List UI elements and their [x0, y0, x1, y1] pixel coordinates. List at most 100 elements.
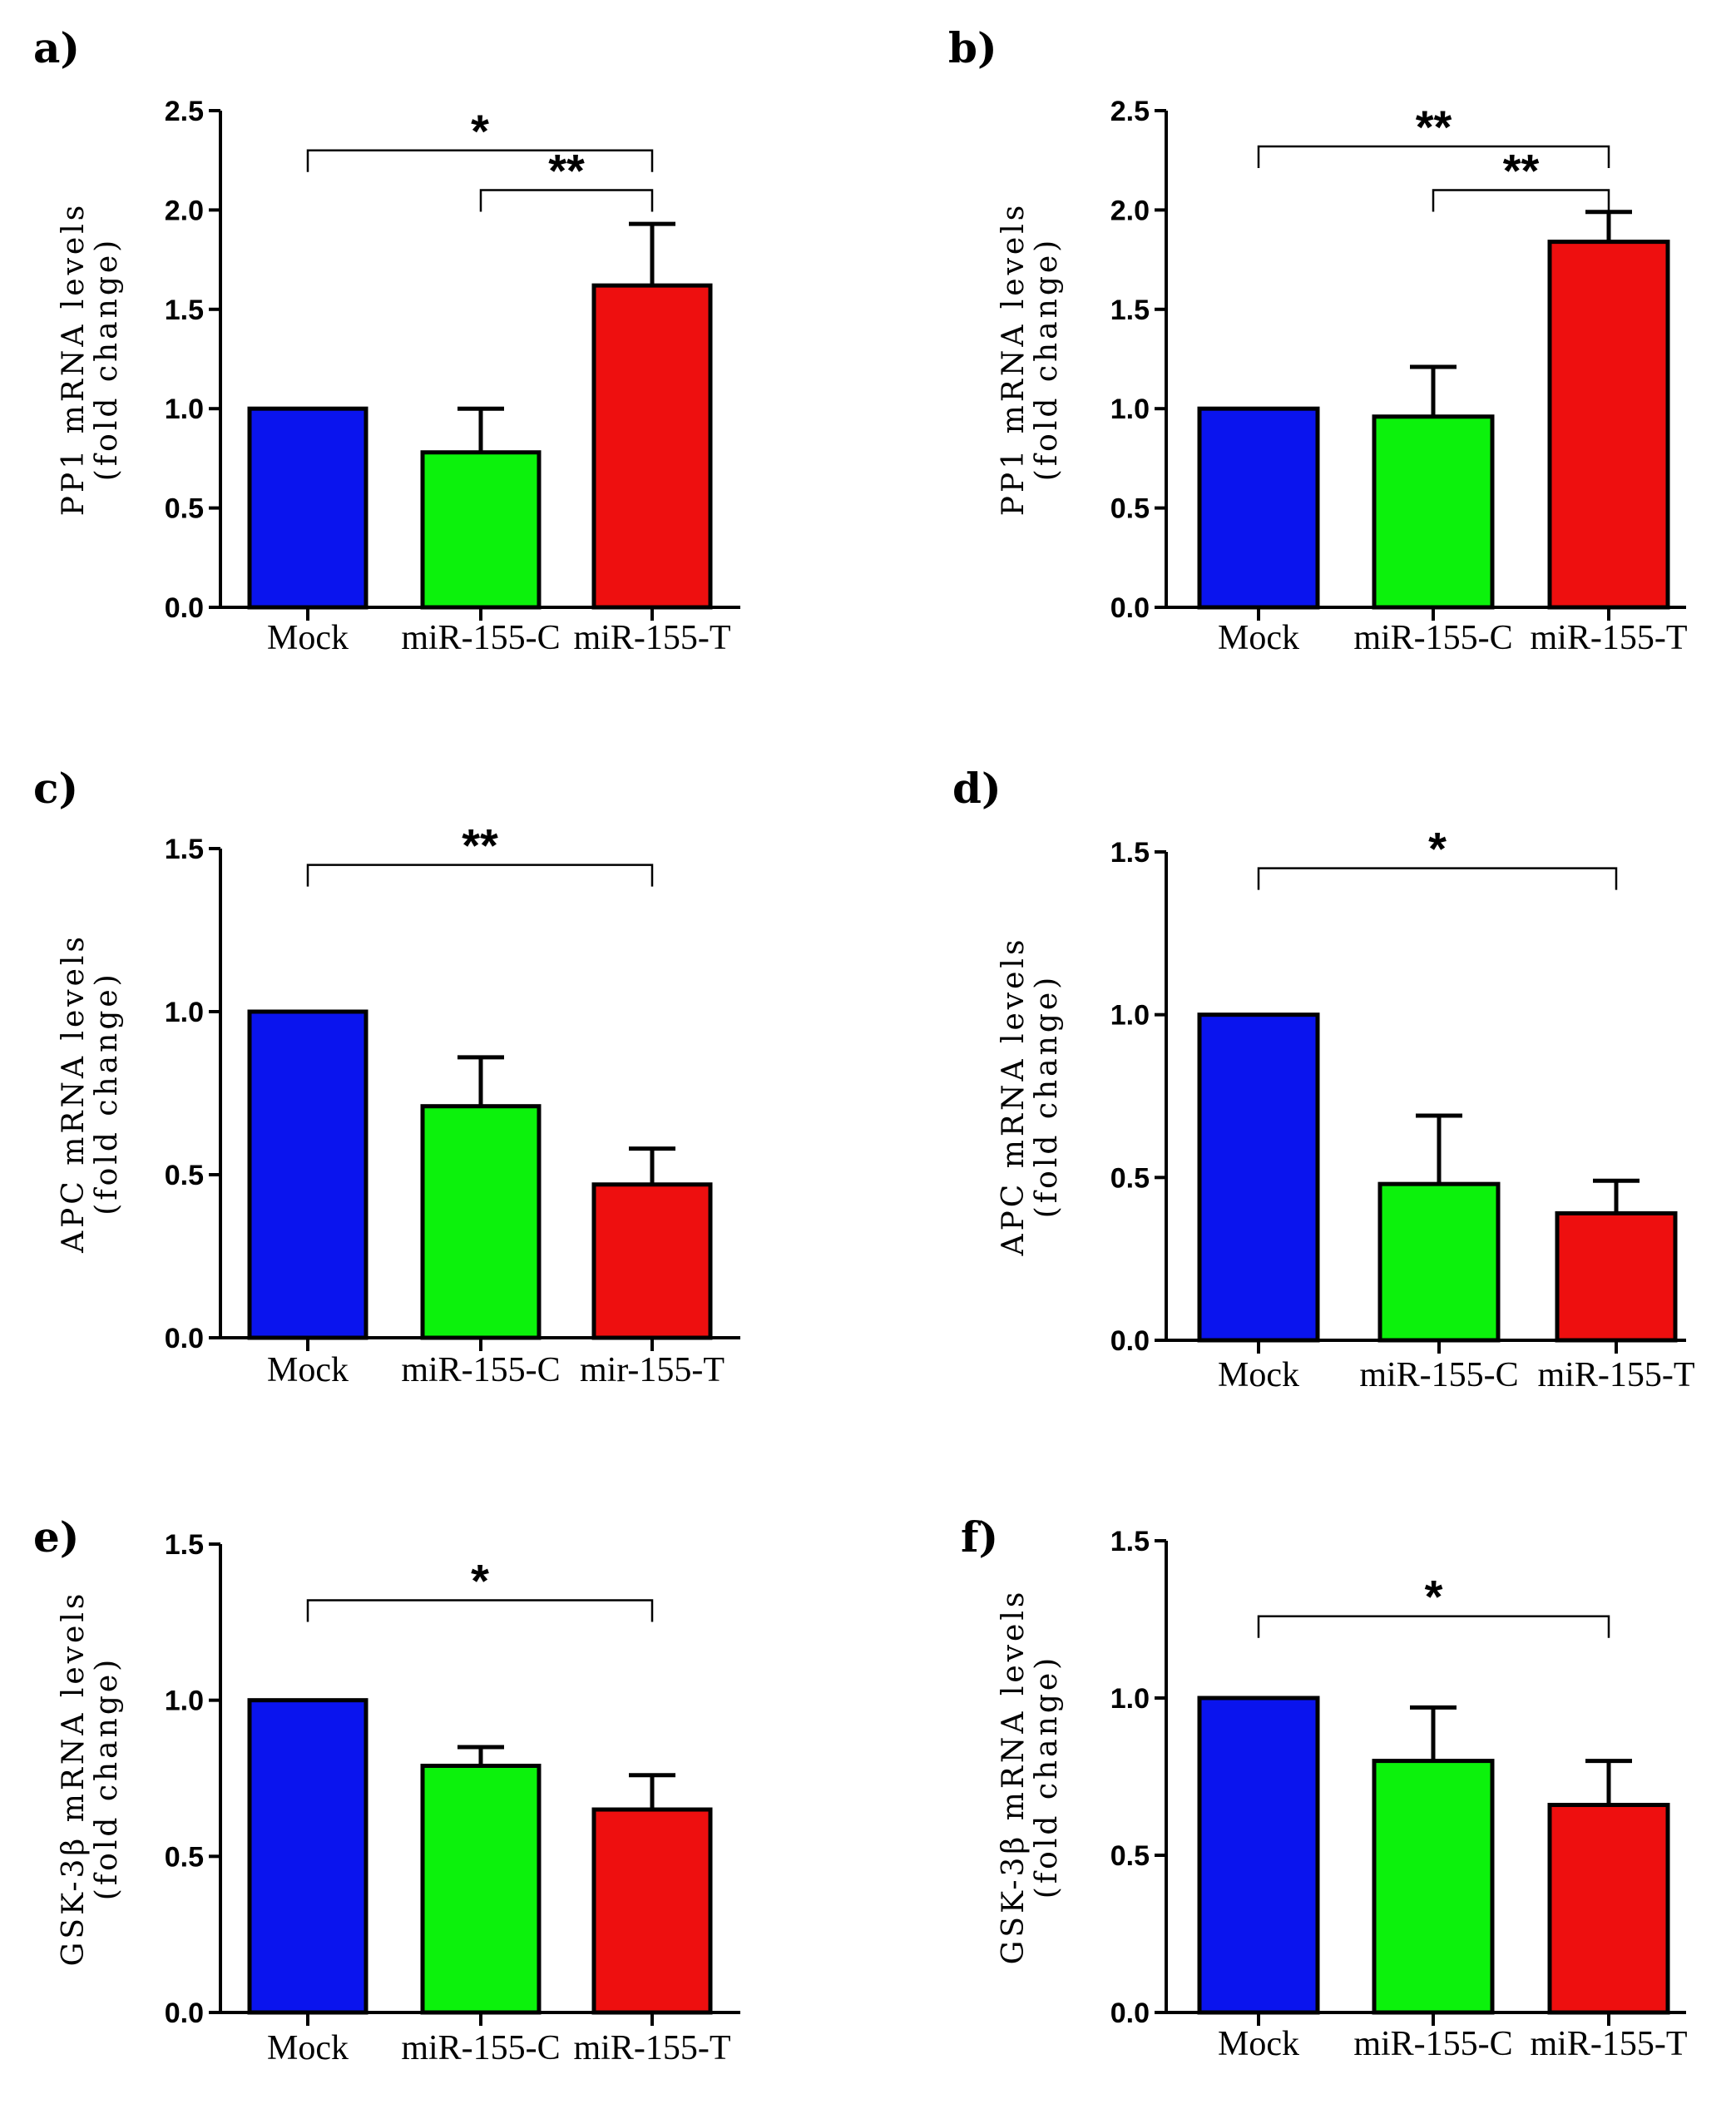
significance-bracket — [306, 1599, 654, 1622]
significance-label: ** — [462, 819, 498, 872]
bar-mir-155-c — [420, 450, 542, 610]
y-tick-label: 1.5 — [165, 834, 204, 865]
x-category-label: miR-155-C — [401, 1351, 560, 1389]
y-tick-label: 0.0 — [165, 1998, 204, 2029]
y-tick-label: 1.5 — [1110, 295, 1150, 326]
y-axis-title: PP1 mRNA levels — [997, 202, 1031, 516]
y-tick-label: 0.5 — [165, 493, 204, 525]
y-axis-title: PP1 mRNA levels — [57, 202, 91, 516]
y-tick-label: 1.5 — [165, 1529, 204, 1561]
y-tick-label: 1.0 — [1110, 1000, 1150, 1032]
bar-mir-155-t — [591, 283, 713, 610]
bar-mir-155-t — [1547, 1803, 1670, 2015]
y-tick-label: 1.0 — [165, 394, 204, 425]
y-tick-label: 1.0 — [1110, 1683, 1150, 1715]
bar-mock — [247, 1009, 368, 1340]
y-tick-label: 2.5 — [165, 96, 204, 127]
bar-mir-155-t — [591, 1182, 713, 1340]
significance-bracket — [1257, 145, 1610, 168]
significance-bracket — [306, 864, 654, 887]
significance-label: * — [1425, 1571, 1443, 1623]
y-axis-subtitle: (fold change) — [1030, 974, 1064, 1218]
x-category-label: miR-155-T — [574, 619, 731, 657]
y-axis-title: APC mRNA levels — [997, 937, 1031, 1257]
x-category-label: miR-155-T — [1531, 2025, 1688, 2063]
bar-mir-155-c — [1372, 414, 1495, 610]
chart-panel-5: e) GSK-3β mRNA levels (fold change) 0.0 0.5 1… — [33, 1512, 740, 2067]
panel-label: c) — [33, 764, 78, 813]
y-axis-subtitle: (fold change) — [90, 1656, 124, 1900]
panel-label: b) — [948, 23, 997, 72]
panel-label: f) — [961, 1512, 998, 1562]
bar-mir-155-c — [1372, 1759, 1495, 2015]
x-category-label: miR-155-C — [1353, 619, 1512, 657]
bar-mock — [1197, 406, 1320, 610]
y-tick-label: 0.5 — [1110, 1162, 1150, 1194]
y-tick-label: 2.5 — [1110, 96, 1150, 127]
y-tick-label: 1.5 — [1110, 837, 1150, 869]
x-category-label: miR-155-T — [574, 2029, 731, 2067]
x-category-label: miR-155-T — [1538, 1356, 1695, 1394]
y-tick-label: 1.0 — [1110, 394, 1150, 425]
significance-bracket — [306, 149, 654, 172]
x-category-label: miR-155-T — [1531, 619, 1688, 657]
y-tick-label: 0.0 — [1110, 1325, 1150, 1357]
panel-label: e) — [33, 1512, 79, 1562]
x-category-label: Mock — [267, 619, 349, 657]
x-category-label: Mock — [1218, 2025, 1299, 2063]
y-tick-label: 0.5 — [165, 1841, 204, 1873]
bar-mir-155-t — [1555, 1210, 1678, 1343]
chart-panel-6: f) GSK-3β mRNA levels (fold change) 0.0 0.5 1… — [961, 1512, 1687, 2063]
significance-bracket — [479, 189, 654, 212]
x-category-label: Mock — [267, 2029, 349, 2067]
y-tick-label: 0.5 — [165, 1160, 204, 1191]
x-category-label: miR-155-C — [401, 619, 560, 657]
y-tick-label: 0.0 — [1110, 1998, 1150, 2029]
y-tick-label: 1.0 — [165, 997, 204, 1028]
chart-panel-3: c) APC mRNA levels (fold change) 0.0 0.5 1.0 1… — [33, 764, 740, 1389]
significance-label: ** — [1416, 101, 1452, 153]
significance-label: ** — [1503, 145, 1540, 197]
y-tick-label: 1.5 — [165, 295, 204, 326]
y-axis-subtitle: (fold change) — [90, 971, 124, 1215]
y-axis-title: GSK-3β mRNA levels — [997, 1589, 1031, 1965]
y-tick-label: 0.0 — [165, 1323, 204, 1354]
y-axis-subtitle: (fold change) — [90, 237, 124, 481]
bar-mir-155-c — [420, 1763, 542, 2015]
y-tick-label: 2.0 — [1110, 195, 1150, 226]
y-tick-label: 0.5 — [1110, 493, 1150, 525]
panel-label: d) — [952, 764, 1002, 813]
y-tick-label: 1.0 — [165, 1686, 204, 1717]
significance-bracket — [1432, 189, 1610, 212]
x-category-label: Mock — [1218, 619, 1299, 657]
chart-panel-4: d) APC mRNA levels (fold change) 0.0 0.5 1.0 1… — [952, 764, 1694, 1394]
bar-mir-155-c — [1377, 1181, 1501, 1343]
y-tick-label: 1.5 — [1110, 1526, 1150, 1557]
y-tick-label: 0.0 — [1110, 592, 1150, 624]
y-axis-subtitle: (fold change) — [1030, 237, 1064, 481]
bar-mock — [247, 406, 368, 610]
x-category-label: Mock — [267, 1351, 349, 1389]
y-tick-label: 2.0 — [165, 195, 204, 226]
y-axis-subtitle: (fold change) — [1030, 1655, 1064, 1899]
x-category-label: mir-155-T — [580, 1351, 725, 1389]
significance-label: * — [1428, 823, 1447, 875]
bar-mir-155-t — [591, 1807, 713, 2015]
bar-mock — [247, 1698, 368, 2015]
x-category-label: miR-155-C — [1359, 1356, 1518, 1394]
chart-panel-2: b) PP1 mRNA levels (fold change) 0.0 0.5 1.0 1… — [948, 23, 1687, 657]
significance-label: * — [471, 105, 489, 157]
y-axis-title: APC mRNA levels — [57, 933, 91, 1254]
significance-label: * — [471, 1555, 489, 1607]
panel-label: a) — [33, 23, 80, 72]
significance-bracket — [1257, 1615, 1610, 1638]
bar-mir-155-c — [420, 1104, 542, 1340]
significance-bracket — [1257, 867, 1618, 890]
y-tick-label: 0.0 — [165, 592, 204, 624]
y-tick-label: 0.5 — [1110, 1840, 1150, 1872]
bar-mock — [1197, 1012, 1320, 1343]
x-category-label: miR-155-C — [1353, 2025, 1512, 2063]
significance-label: ** — [548, 145, 585, 197]
x-category-label: miR-155-C — [401, 2029, 560, 2067]
